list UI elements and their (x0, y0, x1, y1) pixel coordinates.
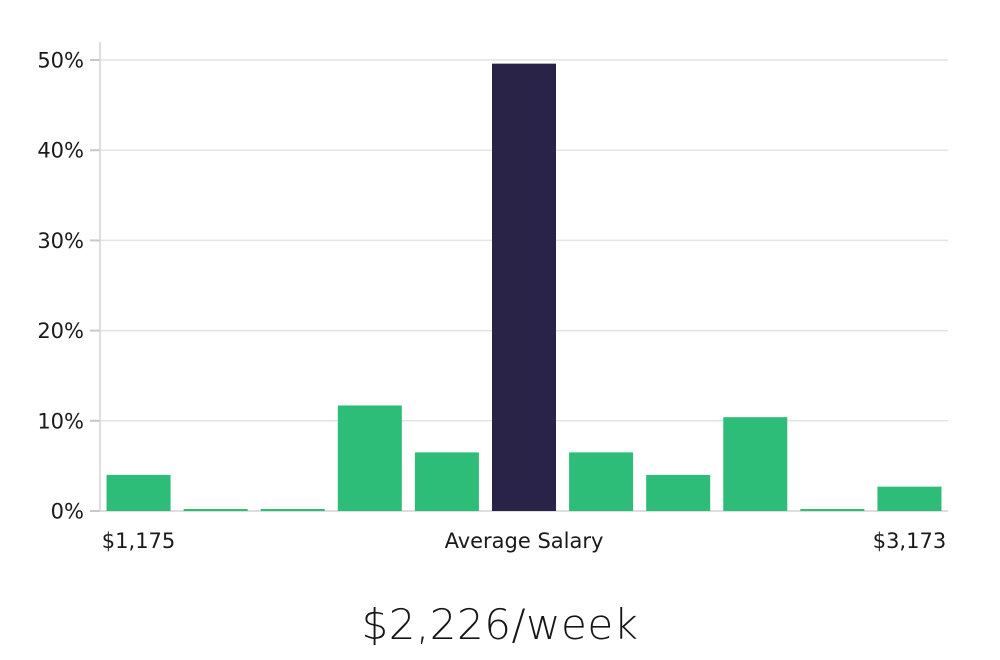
bar (337, 405, 402, 511)
y-tick-label: 10% (37, 409, 84, 433)
x-tick-label: Average Salary (445, 529, 604, 553)
bar (569, 452, 634, 511)
bar-chart-canvas: 0% 10% 20% 30% 40% 50% $1,175 Average Salary $3,… (37, 42, 948, 553)
bar (877, 486, 942, 511)
bar-average-salary (492, 63, 556, 512)
bar (646, 474, 711, 511)
bar (260, 509, 325, 511)
bar (183, 509, 248, 511)
bar (106, 474, 171, 511)
x-tick-label: $1,175 (102, 529, 175, 553)
y-tick-label: 40% (37, 139, 84, 163)
salary-distribution-chart: 0% 10% 20% 30% 40% 50% $1,175 Average Salary $3,… (37, 42, 948, 553)
y-tick-label: 50% (37, 49, 84, 73)
y-tick-label: 30% (37, 229, 84, 253)
y-tick-label: 0% (51, 500, 84, 524)
x-tick-label: $3,173 (873, 529, 946, 553)
average-salary-caption: $2,226/week (361, 600, 639, 649)
bar (723, 417, 788, 511)
bar (414, 452, 479, 511)
y-tick-label: 20% (37, 319, 84, 343)
bar (800, 509, 865, 511)
